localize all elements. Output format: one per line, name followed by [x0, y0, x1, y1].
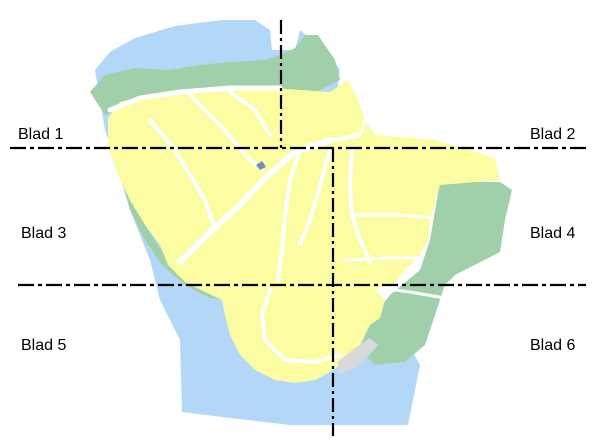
sheet-label-2: Blad 2	[530, 126, 575, 143]
sheet-label-4: Blad 4	[530, 225, 575, 242]
sheet-label-6: Blad 6	[530, 337, 575, 354]
sheet-label-5: Blad 5	[21, 337, 66, 354]
road-network	[107, 85, 447, 365]
small-water-marker	[256, 161, 266, 170]
sheet-label-1: Blad 1	[18, 126, 63, 143]
sheet-division-lines	[10, 20, 588, 436]
sheet-label-3: Blad 3	[21, 225, 66, 242]
green-east-area	[360, 182, 512, 365]
paved-area	[338, 338, 378, 374]
